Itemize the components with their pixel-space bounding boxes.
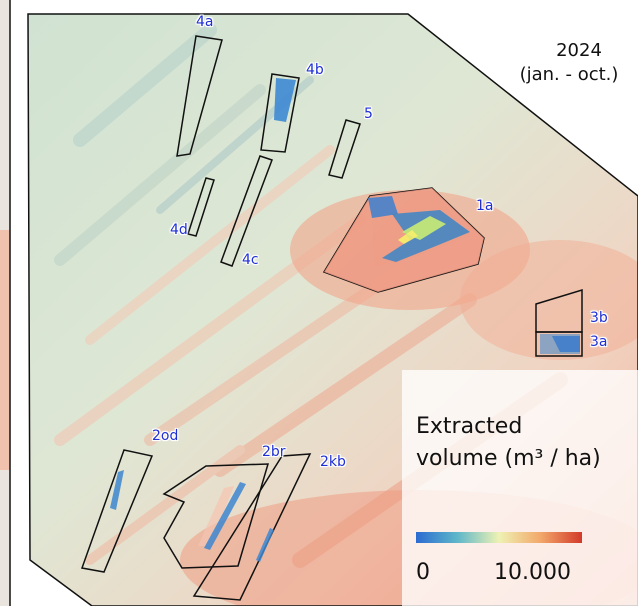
legend-min-label: 0 — [416, 560, 430, 585]
survey-boundary — [27, 13, 638, 606]
legend-max-label: 10.000 — [494, 560, 571, 585]
area-3a-outline — [535, 331, 583, 357]
extraction-heatmap — [110, 78, 580, 562]
area-4c-outline — [220, 155, 273, 267]
area-label-2br: 2br — [262, 444, 286, 460]
area-label-4b: 4b — [306, 62, 324, 78]
area-label-1a: 1a — [476, 198, 494, 214]
legend-color-ramp — [416, 532, 582, 543]
area-4d-outline — [187, 177, 215, 237]
area-label-4c: 4c — [242, 252, 259, 268]
area-2kb-outline — [192, 453, 312, 601]
area-5-outline — [328, 119, 361, 179]
area-label-3b: 3b — [590, 310, 608, 326]
area-label-3a: 3a — [590, 334, 608, 350]
area-label-5: 5 — [364, 106, 373, 122]
legend-title-line1: Extracted — [416, 414, 523, 439]
area-label-4d: 4d — [170, 222, 188, 238]
area-label-2kb: 2kb — [320, 454, 346, 470]
area-label-4a: 4a — [196, 14, 214, 30]
area-label-2od: 2od — [152, 428, 179, 444]
area-4a-outline — [176, 35, 223, 157]
area-2od-outline — [80, 449, 154, 573]
area-2br-outline — [162, 463, 270, 569]
period-year: 2024 — [556, 40, 602, 61]
period-months: (jan. - oct.) — [519, 64, 619, 85]
legend-title-line2: volume (m³ / ha) — [416, 446, 601, 471]
area-4b-outline — [260, 73, 300, 153]
legend: Extracted volume (m³ / ha) 0 10.000 — [402, 370, 638, 606]
